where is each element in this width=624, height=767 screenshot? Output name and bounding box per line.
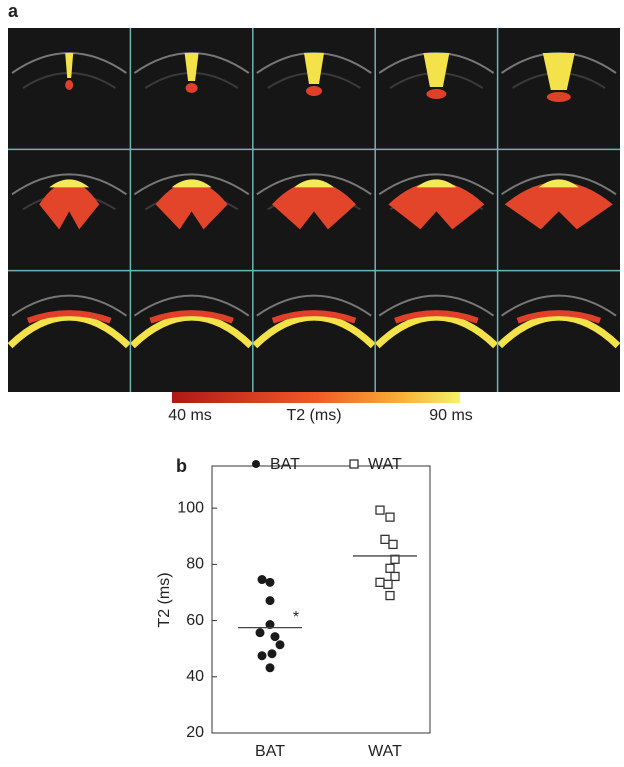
y-tick-label: 80 [186, 556, 204, 573]
legend-marker [252, 460, 260, 468]
legend-marker [349, 459, 359, 469]
mri-overlay [416, 179, 457, 188]
mri-overlay [538, 179, 579, 188]
annotation: * [293, 609, 299, 626]
mri-overlay [394, 310, 479, 324]
x-tick-label: BAT [255, 743, 285, 760]
mri-overlay [272, 181, 356, 230]
y-tick-label: 20 [186, 724, 204, 741]
data-point [265, 620, 275, 630]
mri-anatomy [501, 173, 617, 196]
mri-overlay [304, 53, 324, 84]
mri-overlay [388, 181, 485, 230]
y-tick-label: 60 [186, 612, 204, 629]
mri-anatomy [256, 173, 372, 196]
mri-overlay [65, 53, 74, 78]
mri-overlay [497, 313, 621, 349]
mri-overlay [49, 179, 90, 188]
colorbar [172, 392, 460, 403]
mri-overlay [149, 310, 234, 324]
data-point [255, 628, 265, 638]
plot-frame [211, 465, 431, 734]
data-point [265, 577, 275, 587]
mri-overlay [129, 313, 254, 349]
mri-overlay [504, 181, 613, 230]
data-point [385, 563, 395, 573]
mri-overlay [26, 310, 112, 324]
legend-label: BAT [270, 456, 300, 473]
mri-overlay [546, 92, 571, 102]
y-tick-label: 100 [177, 499, 204, 516]
data-point [267, 649, 277, 659]
mri-anatomy [501, 294, 617, 317]
mri-overlay [252, 313, 376, 349]
y-axis-label: T2 (ms) [156, 572, 173, 627]
colorbar-title: T2 (ms) [286, 407, 341, 424]
mri-overlay [155, 181, 228, 230]
data-point [390, 571, 400, 582]
mri-overlay [184, 53, 199, 81]
data-point [275, 640, 285, 650]
colorbar-max: 90 ms [429, 407, 473, 424]
mri-overlay [185, 83, 198, 93]
mri-overlay [65, 80, 74, 90]
mri-overlay [306, 86, 322, 96]
mri-anatomy [378, 173, 495, 196]
data-point [257, 575, 267, 585]
mri-overlay [374, 313, 499, 349]
legend-label: WAT [368, 456, 402, 473]
mri-overlay [171, 179, 212, 188]
y-tick-label: 40 [186, 668, 204, 685]
data-point [383, 579, 393, 589]
data-point [265, 663, 275, 673]
mri-overlay [542, 53, 575, 90]
mri-overlay [39, 181, 100, 230]
mri-anatomy [133, 294, 250, 317]
x-tick-label: WAT [368, 743, 402, 760]
mri-overlay [423, 53, 450, 87]
data-point [385, 512, 395, 522]
mri-overlay [271, 310, 357, 324]
mri-overlay [516, 310, 602, 324]
data-point [375, 505, 385, 515]
panel-label: b [176, 456, 187, 476]
panel-label: a [8, 1, 19, 21]
colorbar-min: 40 ms [168, 407, 212, 424]
data-point [388, 539, 398, 550]
mri-overlay [7, 313, 131, 349]
data-point [270, 632, 280, 642]
mri-anatomy [133, 173, 250, 196]
mri-anatomy [256, 294, 372, 317]
data-point [257, 651, 267, 661]
mri-overlay [426, 89, 447, 99]
data-point [265, 596, 275, 606]
mri-overlay [294, 179, 334, 188]
data-point [385, 590, 395, 601]
mri-grid [7, 28, 621, 392]
mri-anatomy [378, 294, 495, 317]
mri-anatomy [11, 173, 127, 196]
data-point [375, 577, 385, 588]
mri-anatomy [11, 294, 127, 317]
data-point [380, 534, 390, 545]
